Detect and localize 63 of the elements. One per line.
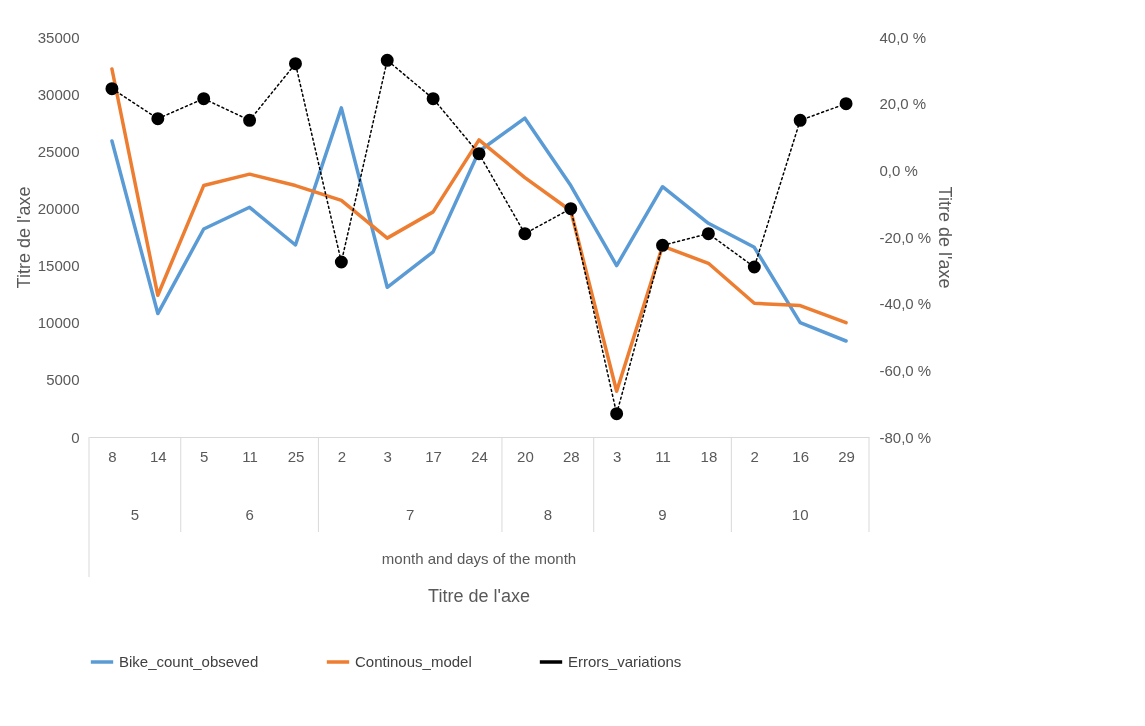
point — [839, 97, 853, 111]
x-tick-label: 11 — [242, 447, 258, 465]
point — [426, 92, 440, 106]
y-tick-label: 5000 — [46, 371, 80, 389]
point — [747, 260, 761, 274]
y-axis-title: Titre de l'axe — [13, 186, 34, 289]
point — [105, 82, 119, 96]
point — [701, 227, 715, 241]
point — [518, 227, 532, 241]
point — [197, 92, 211, 106]
y-tick-label: 10000 — [37, 314, 80, 332]
y2-tick-label: 20,0 % — [879, 95, 927, 113]
x-tick-label: 11 — [655, 447, 671, 465]
text: 5 — [130, 506, 140, 523]
x-tick-label: 17 — [425, 447, 442, 465]
y-tick-label: 0 — [71, 428, 80, 446]
x-tick-label: 2 — [337, 447, 347, 465]
x-tick-label: 3 — [612, 447, 622, 465]
text: month and days of the month — [381, 550, 577, 567]
point — [334, 255, 348, 269]
point — [151, 112, 165, 126]
text: 10 — [791, 506, 809, 523]
point — [564, 202, 578, 216]
point — [472, 147, 486, 161]
text: 8 — [543, 506, 552, 523]
y2-tick-label: 40,0 % — [879, 28, 927, 46]
x-tick-label: 18 — [700, 447, 718, 465]
x-tick-label: 2 — [750, 447, 759, 465]
y-tick-label: 20000 — [37, 199, 80, 217]
point — [243, 113, 257, 127]
point — [288, 57, 302, 71]
y2-axis-title: Titre de l'axe — [935, 186, 956, 289]
point — [656, 238, 670, 252]
text: 7 — [406, 506, 415, 523]
y-tick-label: 35000 — [37, 28, 80, 46]
y2-tick-label: -20,0 % — [879, 228, 932, 246]
point — [380, 53, 394, 67]
point — [610, 407, 624, 421]
x-tick-label: 24 — [471, 447, 488, 465]
y2-tick-label: -80,0 % — [879, 428, 932, 446]
y-tick-label: 15000 — [37, 257, 80, 275]
x-tick-label: 20 — [517, 447, 534, 465]
x-tick-label: 3 — [383, 447, 392, 465]
legend-label: Continous_model — [355, 653, 472, 670]
x-tick-label: 16 — [792, 447, 810, 465]
y-tick-label: 30000 — [37, 85, 80, 103]
legend-label: Errors_variations — [568, 653, 682, 670]
point — [793, 113, 807, 127]
x-tick-label: 25 — [287, 447, 305, 465]
y2-tick-label: 0,0 % — [879, 161, 918, 179]
legend-label: Bike_count_obseved — [119, 653, 259, 670]
x-tick-label: 28 — [562, 447, 580, 465]
x-tick-label: 8 — [108, 447, 117, 465]
text: 9 — [658, 506, 667, 523]
y-tick-label: 25000 — [37, 142, 80, 160]
y2-tick-label: -40,0 % — [879, 295, 932, 313]
x-tick-label: 29 — [838, 447, 855, 465]
text: Titre de l'axe — [428, 586, 530, 606]
x-tick-label: 14 — [149, 447, 167, 465]
x-tick-label: 5 — [200, 447, 209, 465]
y2-tick-label: -60,0 % — [879, 361, 932, 379]
text: 6 — [245, 506, 254, 523]
line-series — [110, 106, 848, 343]
